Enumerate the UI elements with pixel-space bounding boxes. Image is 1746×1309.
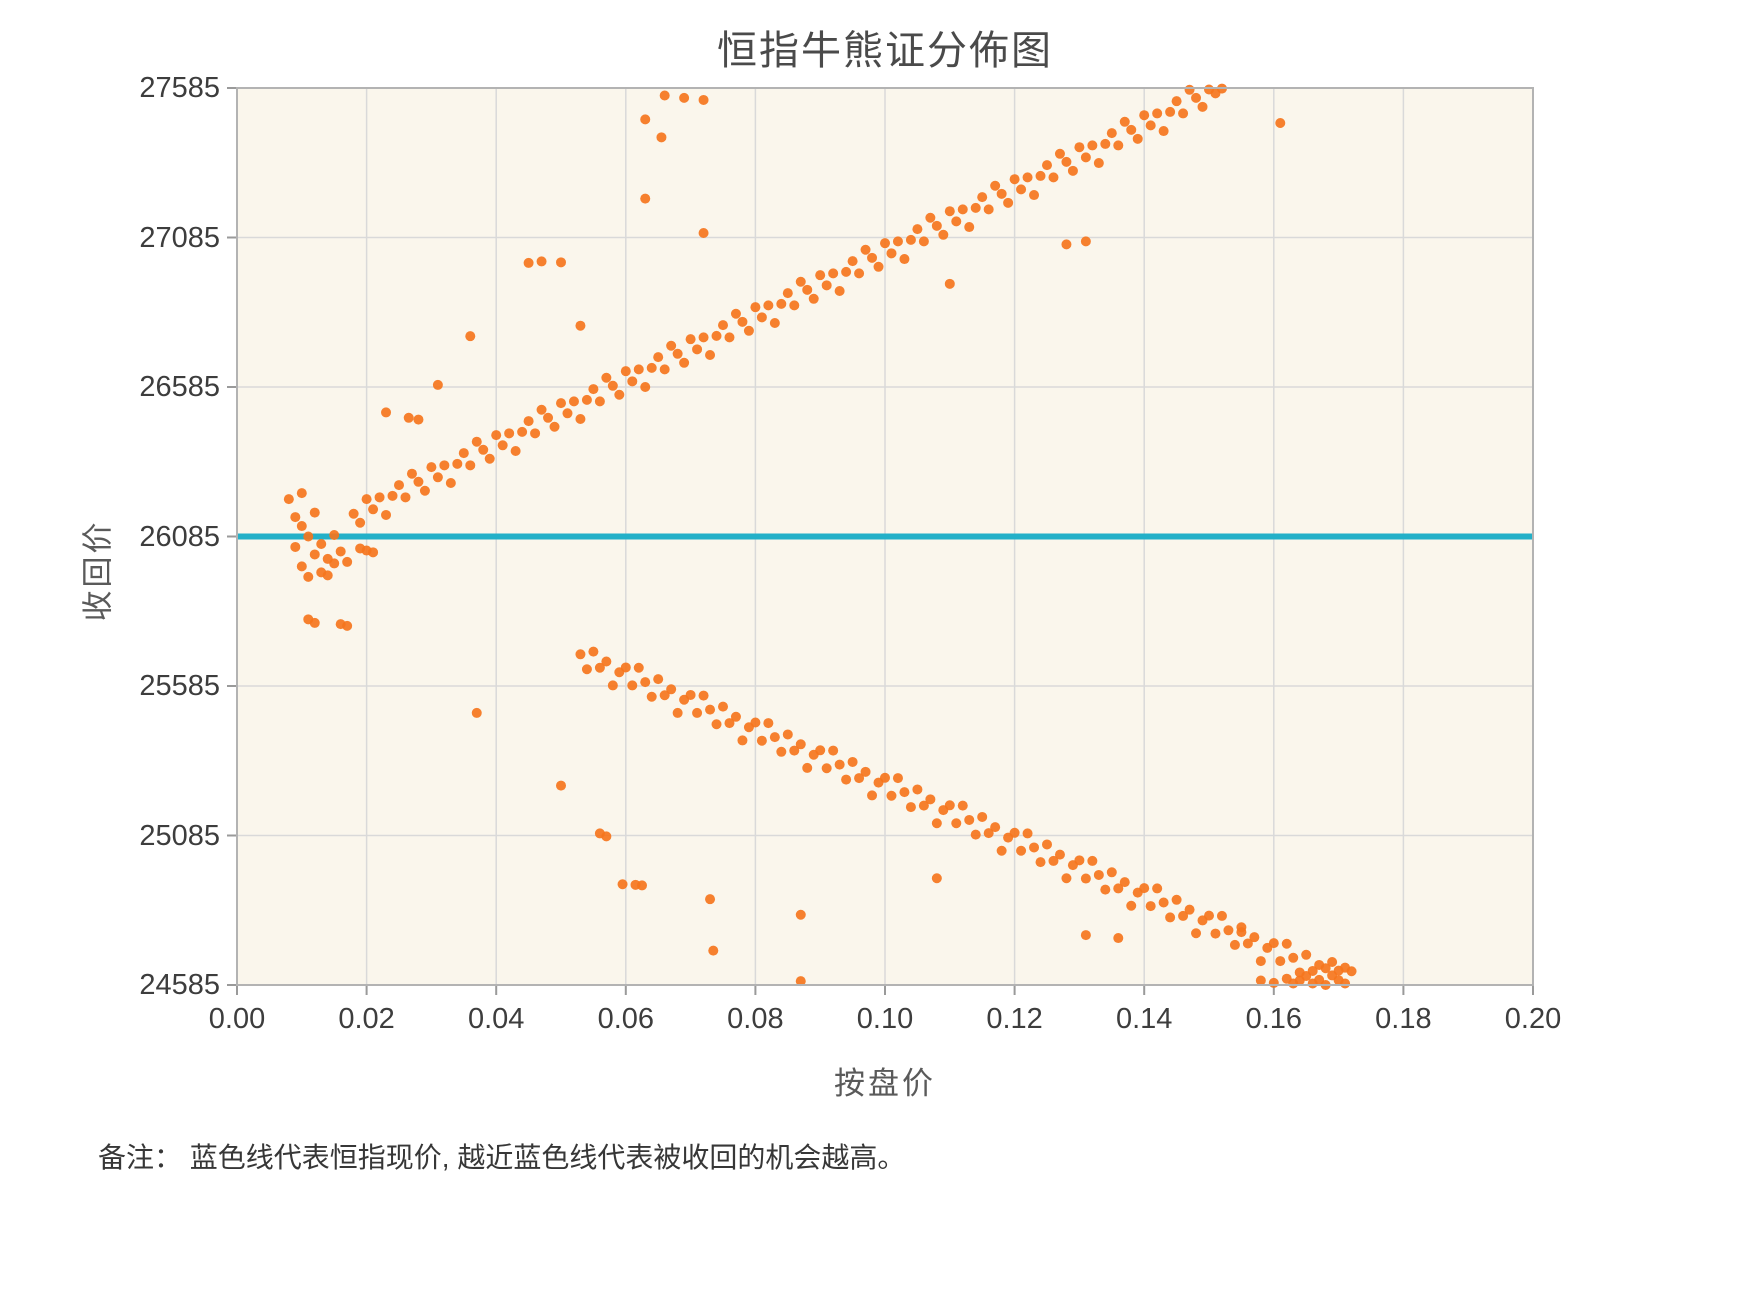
x-tick-label: 0.14	[1115, 1003, 1173, 1035]
y-axis-label: 收回价	[80, 519, 116, 622]
x-tick-label: 0.04	[467, 1003, 525, 1035]
y-tick-label: 24585	[139, 969, 220, 1001]
y-tick-label: 26585	[139, 371, 220, 403]
x-tick-label: 0.08	[727, 1003, 784, 1035]
x-tick-label: 0.00	[208, 1003, 266, 1035]
x-tick-label: 0.20	[1504, 1003, 1562, 1035]
x-tick-label: 0.12	[986, 1003, 1043, 1035]
x-axis-label: 按盘价	[834, 1066, 936, 1101]
x-tick-label: 0.18	[1375, 1003, 1432, 1035]
y-tick-label: 26085	[139, 520, 220, 553]
chart-title: 恒指牛熊证分佈图	[717, 29, 1053, 73]
x-tick-label: 0.10	[856, 1003, 914, 1035]
y-tick-label: 27585	[139, 72, 220, 104]
y-tick-label: 27085	[139, 221, 220, 254]
footnote: 备注： 蓝色线代表恒指现价, 越近蓝色线代表被收回的机会越高。	[98, 1142, 906, 1173]
plot-area	[227, 83, 1534, 995]
scatter-plot	[227, 83, 1534, 995]
x-tick-label: 0.06	[597, 1003, 655, 1035]
x-tick-label: 0.02	[338, 1003, 395, 1035]
y-tick-label: 25085	[139, 819, 220, 852]
x-tick-label: 0.16	[1245, 1003, 1303, 1035]
y-tick-label: 25585	[139, 670, 220, 702]
